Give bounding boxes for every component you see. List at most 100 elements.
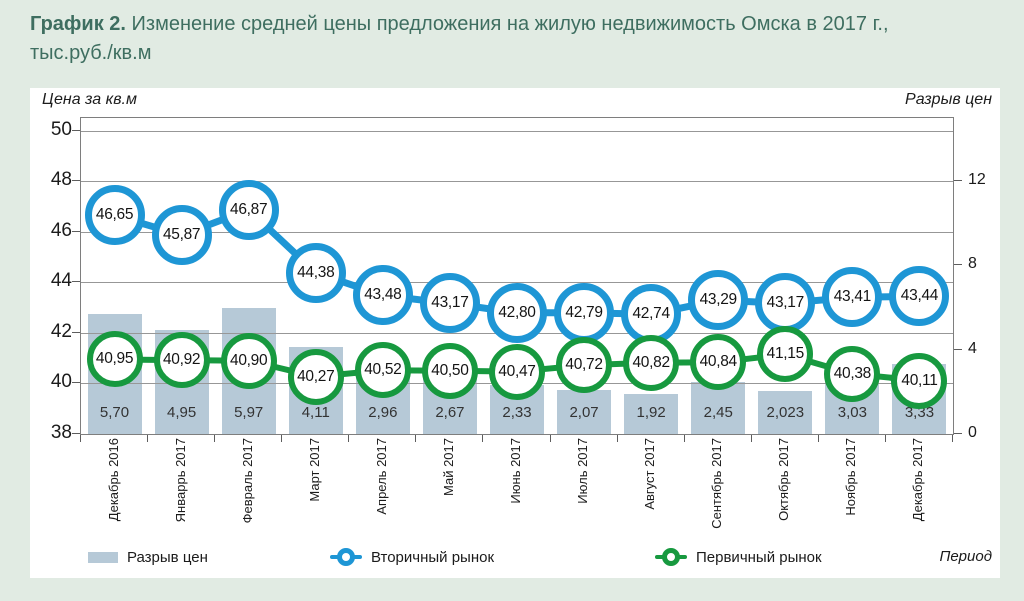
chart-title-number: График 2. — [30, 13, 126, 35]
price-gap-value-label: 2,96 — [368, 404, 398, 421]
x-axis-tickmark — [348, 435, 349, 442]
primary-market-point: 40,47 — [489, 343, 545, 400]
x-axis-tickmark — [415, 435, 416, 442]
x-axis-tickmark — [617, 435, 618, 442]
month-label: Январрь 2017 — [172, 438, 188, 523]
price-gap-bar — [691, 382, 746, 434]
secondary-market-point: 43,29 — [688, 270, 749, 331]
secondary-market-point: 42,80 — [487, 282, 547, 343]
left-axis-tickmark — [72, 382, 80, 384]
secondary-market-marker-icon — [330, 548, 362, 566]
primary-market-point: 40,52 — [354, 342, 411, 399]
price-gap-value-label: 2,33 — [502, 404, 532, 421]
x-axis-tickmark — [482, 435, 483, 442]
right-axis-tick-label: 12 — [968, 171, 986, 189]
month-label: Сентябрь 2017 — [709, 438, 725, 529]
price-gap-value-label: 2,45 — [703, 404, 733, 421]
left-axis-tickmark — [72, 433, 80, 434]
x-axis-tickmark — [952, 435, 953, 442]
x-axis-tickmark — [818, 435, 819, 442]
left-axis-tickmark — [72, 129, 80, 131]
secondary-market-point: 43,44 — [889, 266, 950, 327]
left-axis-tick-label: 48 — [50, 169, 72, 191]
legend-item-price-gap: Разрыв цен — [88, 546, 208, 568]
plot-area: 5,70 4,95 5,97 4,11 2,96 2,67 2,33 2,07 1,92 2,45… — [80, 117, 954, 435]
legend-item-secondary-market: Вторичный рынок — [330, 546, 494, 568]
primary-market-point: 41,15 — [757, 326, 814, 383]
month-label: Октябрь 2017 — [776, 438, 792, 521]
legend-label-price-gap: Разрыв цен — [127, 548, 208, 566]
left-axis-tick-label: 46 — [50, 219, 72, 241]
primary-market-point: 40,11 — [891, 352, 948, 409]
primary-market-point: 40,72 — [556, 337, 613, 394]
right-axis-tickmark — [954, 433, 962, 434]
x-axis-tickmark — [684, 435, 685, 442]
secondary-market-point: 42,79 — [554, 282, 615, 343]
chart-title: График 2. Изменение средней цены предлож… — [30, 10, 910, 68]
month-label: Декабрь 2017 — [910, 438, 926, 522]
secondary-market-point: 43,41 — [822, 267, 883, 328]
price-gap-value-label: 5,97 — [234, 404, 264, 421]
price-gap-value-label: 5,70 — [99, 404, 130, 421]
gridline — [81, 181, 953, 183]
left-axis-title: Цена за кв.м — [42, 91, 137, 108]
price-gap-swatch-icon — [88, 551, 118, 563]
left-axis-tickmark — [72, 281, 80, 283]
x-axis-tickmark — [80, 435, 81, 442]
left-axis-tick-label: 50 — [50, 118, 72, 140]
month-label: Май 2017 — [440, 438, 456, 496]
gridline — [81, 231, 953, 233]
price-gap-bar — [557, 390, 612, 434]
primary-market-point: 40,50 — [421, 342, 478, 399]
right-axis-tickmark — [954, 264, 962, 266]
primary-market-point: 40,95 — [86, 331, 143, 388]
month-label: Август 2017 — [642, 438, 658, 510]
chart-title-text: Изменение средней цены предложения на жи… — [125, 13, 889, 35]
secondary-market-point: 46,87 — [218, 179, 279, 240]
price-gap-value-label: 2,07 — [569, 404, 599, 421]
primary-market-point: 40,82 — [623, 334, 680, 391]
price-gap-bar — [758, 391, 813, 434]
month-label: Июнь 2017 — [508, 438, 523, 504]
month-label: Ноябрь 2017 — [843, 438, 859, 516]
x-axis-tickmark — [751, 435, 752, 442]
month-label: Декабрь 2016 — [105, 438, 121, 522]
price-gap-value-label: 2,67 — [435, 404, 465, 421]
right-axis-tick-label: 8 — [968, 255, 977, 273]
month-label: Июль 2017 — [575, 438, 591, 504]
right-axis-tickmark — [954, 348, 962, 350]
month-label: Март 2017 — [306, 438, 322, 502]
left-axis-tick-label: 38 — [50, 422, 72, 443]
right-axis-tick-label: 0 — [968, 424, 977, 441]
left-axis-tickmark — [72, 230, 80, 232]
left-axis-tickmark — [72, 331, 80, 333]
x-axis-tickmark — [214, 435, 215, 442]
primary-market-point: 40,92 — [153, 332, 210, 389]
legend-label-primary-market: Первичный рынок — [696, 548, 822, 566]
price-gap-value-label: 1,92 — [636, 404, 666, 421]
price-gap-value-label: 4,95 — [167, 404, 197, 421]
month-label: Февраль 2017 — [239, 438, 255, 524]
right-axis-tick-label: 4 — [968, 339, 977, 357]
x-axis-tickmark — [147, 435, 148, 442]
primary-market-point: 40,84 — [690, 334, 747, 391]
secondary-market-point: 45,87 — [151, 205, 212, 266]
chart-panel: Цена за кв.м Разрыв цен 5,70 4,95 5,97 4,11… — [30, 88, 1000, 578]
legend-label-secondary-market: Вторичный рынок — [371, 548, 495, 566]
secondary-market-point: 44,38 — [285, 242, 346, 303]
chart-title-units: тыс.руб./кв.м — [30, 42, 152, 64]
gridline — [81, 130, 953, 132]
primary-market-marker-icon — [655, 548, 687, 566]
price-gap-value-label: 3,03 — [837, 404, 867, 421]
x-axis-tickmark — [281, 435, 282, 442]
right-axis-title: Разрыв цен — [905, 91, 992, 108]
x-axis-period-label: Период — [939, 548, 992, 565]
left-axis-tickmark — [72, 180, 80, 182]
secondary-market-point: 46,65 — [84, 185, 145, 246]
secondary-market-point: 43,48 — [352, 265, 413, 326]
primary-market-point: 40,38 — [824, 345, 881, 402]
left-axis-tick-label: 42 — [50, 320, 72, 342]
right-axis-tickmark — [954, 180, 962, 182]
left-axis-tick-label: 40 — [50, 371, 72, 393]
price-gap-value-label: 2,023 — [766, 404, 805, 421]
